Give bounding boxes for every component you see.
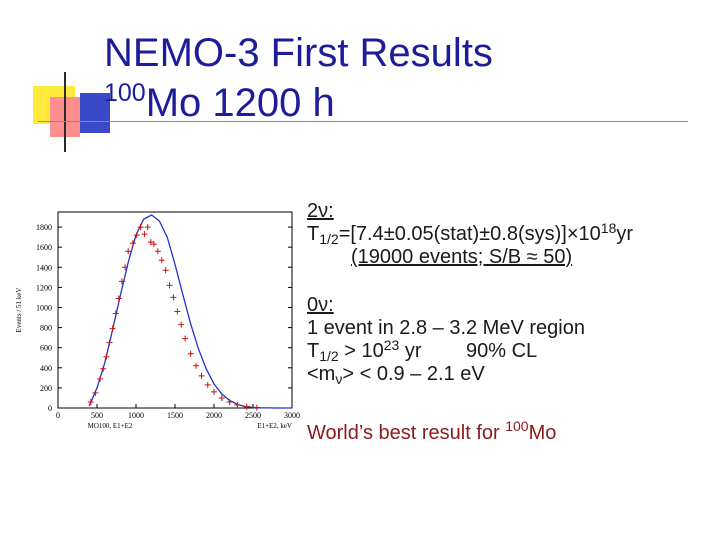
x-tick-label: 1500 [167, 411, 183, 420]
data-point [187, 350, 194, 357]
y-tick-label: 400 [40, 364, 52, 373]
two-nu-events: (19000 events; S/B ≈ 50) [351, 246, 573, 268]
data-point [112, 310, 119, 317]
y-tick-label: 1000 [36, 303, 52, 312]
plot-frame [57, 211, 293, 409]
data-point [122, 264, 129, 271]
zero-nu-label: 0ν: [307, 294, 334, 316]
data-point [162, 267, 169, 274]
y-tick-label: 1200 [36, 283, 52, 292]
y-tick-label: 1600 [36, 243, 52, 252]
decor-horizontal-line [38, 121, 688, 122]
data-point [92, 389, 99, 396]
decor-vertical-line [64, 72, 66, 152]
data-point [118, 278, 125, 285]
x-tick-label: 2000 [206, 411, 222, 420]
decor-blue-square [80, 93, 110, 133]
data-point [211, 388, 217, 395]
data-point [141, 231, 148, 238]
zero-nu-heading: 0ν: [307, 294, 720, 317]
zero-nu-mass-pre: <m [307, 363, 336, 385]
fit-curve [88, 214, 292, 409]
data-point [129, 240, 136, 247]
data-point [182, 335, 189, 342]
zero-nu-limit-exp: 23 [383, 337, 400, 353]
data-point [106, 339, 113, 346]
data-point [178, 321, 185, 328]
zero-nu-halflife: T1/2 > 1023 yr 90% CL [307, 337, 720, 364]
y-tick-label: 200 [40, 384, 52, 393]
y-tick-label: 600 [40, 344, 52, 353]
y-tick-label: 1400 [36, 263, 52, 272]
x-tick-label: 500 [91, 411, 103, 420]
slide-title: NEMO-3 First Results 100Mo 1200 h [104, 32, 493, 124]
zero-nu-mass-post: > < 0.9 – 2.1 eV [342, 363, 485, 385]
y-axis-label: Events / 51 keV [15, 288, 23, 333]
title-mass-number: 100 [104, 79, 146, 107]
data-point [253, 404, 260, 411]
two-nu-heading: 2ν: [307, 200, 720, 223]
data-point [150, 241, 157, 248]
data-point [109, 325, 116, 332]
two-nu-label: 2ν: [307, 200, 334, 222]
data-point [198, 372, 205, 379]
y-tick-label: 0 [48, 404, 52, 413]
zero-nu-limit-pre: > 10 [338, 340, 384, 362]
x-tick-label: 1000 [128, 411, 144, 420]
two-nu-unit: yr [616, 223, 634, 245]
best-text: World’s best result for [307, 422, 506, 444]
x-axis-label-right: E1+E2, keV [257, 422, 292, 430]
data-point [115, 295, 122, 302]
data-point [133, 232, 140, 239]
x-tick-label: 3000 [284, 411, 300, 420]
data-point [125, 248, 132, 255]
data-point [147, 239, 154, 246]
title-line-2: 100Mo 1200 h [104, 79, 493, 125]
best-result: World’s best result for 100Mo [307, 419, 720, 445]
zero-nu-t-sub: 1/2 [319, 348, 339, 364]
spectrum-plot: 0 200 400 600 800 1000 1200 1400 1600 1800 0 500 100… [15, 211, 300, 430]
best-mass-number: 100 [505, 418, 529, 434]
data-point [154, 248, 161, 255]
title-line-1: NEMO-3 First Results [104, 31, 493, 75]
two-nu-value: =[7.4±0.05(stat)±0.8(sys)]×10 [338, 223, 601, 245]
data-point [193, 362, 200, 369]
x-tick-label: 0 [56, 411, 60, 420]
title-element: Mo 1200 h [145, 81, 335, 125]
data-point [226, 398, 233, 405]
data-point [243, 403, 250, 410]
data-point [144, 224, 151, 231]
y-tick-label: 800 [40, 324, 52, 333]
data-point [170, 294, 177, 301]
two-nu-halflife: T1/2=[7.4±0.05(stat)±0.8(sys)]×1018yr [307, 220, 720, 247]
two-nu-t: T [307, 223, 320, 245]
data-point [158, 257, 165, 264]
zero-nu-mass: <mν> < 0.9 – 2.1 eV [307, 363, 720, 386]
zero-nu-t: T [307, 340, 320, 362]
data-point [137, 224, 144, 231]
data-point [100, 365, 107, 372]
data-point [87, 398, 94, 405]
data-point [166, 282, 173, 289]
data-point [174, 308, 181, 315]
x-tick-label: 2500 [245, 411, 261, 420]
best-element: Mo [528, 422, 557, 444]
x-axis-label: MO100, E1+E2 [88, 422, 133, 430]
zero-nu-event-line: 1 event in 2.8 – 3.2 MeV region [307, 317, 585, 339]
y-tick-label: 1800 [36, 223, 52, 232]
data-point [103, 353, 110, 360]
two-nu-t-sub: 1/2 [319, 231, 339, 247]
results-text: 2ν: T1/2=[7.4±0.05(stat)±0.8(sys)]×1018y… [307, 200, 720, 445]
two-nu-exp: 18 [600, 220, 617, 236]
zero-nu-mass-sub: ν [335, 371, 343, 387]
data-point [218, 394, 225, 401]
data-point [234, 401, 241, 408]
data-point [97, 375, 104, 382]
two-nu-events-line: (19000 events; S/B ≈ 50) [307, 246, 720, 269]
data-point [204, 381, 211, 388]
zero-nu-limit-post: yr 90% CL [399, 340, 538, 362]
